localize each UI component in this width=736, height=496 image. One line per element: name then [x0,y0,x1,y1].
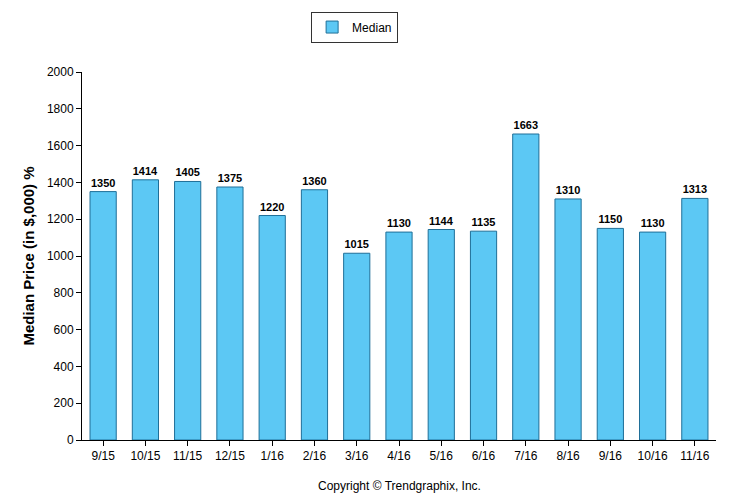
svg-text:1000: 1000 [47,249,74,263]
svg-text:1313: 1313 [683,183,707,195]
svg-text:10/16: 10/16 [638,449,668,463]
svg-text:6/16: 6/16 [472,449,496,463]
svg-text:Median: Median [352,21,391,35]
svg-text:400: 400 [54,360,74,374]
svg-text:1310: 1310 [556,184,580,196]
svg-text:1/16: 1/16 [261,449,285,463]
svg-text:1663: 1663 [514,119,538,131]
svg-text:2000: 2000 [47,65,74,79]
svg-text:200: 200 [54,396,74,410]
svg-text:1405: 1405 [175,166,199,178]
svg-text:4/16: 4/16 [387,449,411,463]
svg-text:1135: 1135 [472,216,496,228]
svg-text:12/15: 12/15 [215,449,245,463]
svg-text:1015: 1015 [344,238,368,250]
svg-text:5/16: 5/16 [430,449,454,463]
svg-text:1414: 1414 [133,165,158,177]
svg-text:8/16: 8/16 [556,449,580,463]
svg-text:9/16: 9/16 [599,449,623,463]
svg-text:1200: 1200 [47,212,74,226]
svg-text:11/15: 11/15 [173,449,202,463]
svg-text:800: 800 [54,286,74,300]
svg-text:1600: 1600 [47,139,74,153]
svg-text:1800: 1800 [47,102,74,116]
svg-text:1360: 1360 [302,175,326,187]
svg-text:1130: 1130 [387,217,411,229]
svg-text:1144: 1144 [429,215,454,227]
svg-text:3/16: 3/16 [345,449,369,463]
svg-text:7/16: 7/16 [514,449,538,463]
svg-text:600: 600 [54,323,74,337]
svg-text:1350: 1350 [91,177,115,189]
svg-text:1220: 1220 [260,201,284,213]
svg-text:10/15: 10/15 [130,449,160,463]
svg-text:1130: 1130 [641,217,665,229]
svg-text:0: 0 [67,433,74,447]
svg-text:1150: 1150 [598,213,622,225]
svg-text:2/16: 2/16 [303,449,327,463]
svg-text:11/16: 11/16 [680,449,709,463]
svg-text:1400: 1400 [47,176,74,190]
svg-text:Copyright © Trendgraphix, Inc.: Copyright © Trendgraphix, Inc. [318,479,481,493]
svg-text:9/15: 9/15 [91,449,115,463]
svg-text:1375: 1375 [218,172,242,184]
svg-text:Median Price (in $,000) %: Median Price (in $,000) % [20,166,37,345]
